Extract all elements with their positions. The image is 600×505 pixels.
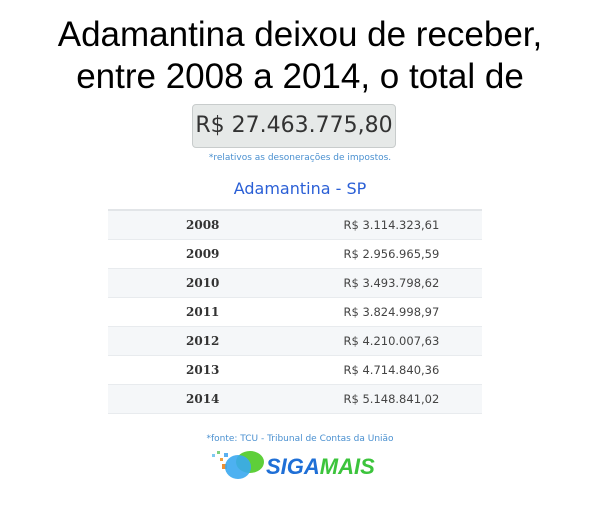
speech-bubbles-icon (212, 451, 264, 479)
year-cell: 2009 (108, 239, 288, 269)
value-cell: R$ 4.714.840,36 (287, 355, 482, 385)
year-cell: 2012 (108, 326, 288, 356)
total-amount: R$ 27.463.775,80 (192, 104, 396, 148)
headline-line-2: entre 2008 a 2014, o total de (76, 57, 524, 96)
table-row: 2012 R$ 4.210.007,63 (108, 326, 482, 356)
headline: Adamantina deixou de receber, entre 2008… (0, 14, 600, 98)
table-row: 2009 R$ 2.956.965,59 (108, 239, 482, 269)
table-row: 2013 R$ 4.714.840,36 (108, 355, 482, 385)
headline-line-1: Adamantina deixou de receber, (57, 15, 543, 54)
table-row: 2011 R$ 3.824.998,97 (108, 297, 482, 327)
value-cell: R$ 3.493.798,62 (287, 268, 482, 298)
year-cell: 2011 (108, 297, 288, 327)
value-cell: R$ 3.824.998,97 (287, 297, 482, 327)
year-cell: 2010 (108, 268, 288, 298)
year-cell: 2014 (108, 384, 288, 414)
table-row: 2010 R$ 3.493.798,62 (108, 268, 482, 298)
value-cell: R$ 5.148.841,02 (287, 384, 482, 414)
value-cell: R$ 2.956.965,59 (287, 239, 482, 269)
table-row: 2014 R$ 5.148.841,02 (108, 384, 482, 414)
yearly-table: 2008 R$ 3.114.323,61 2009 R$ 2.956.965,59 20… (108, 209, 482, 414)
value-cell: R$ 4.210.007,63 (287, 326, 482, 356)
table-row: 2008 R$ 3.114.323,61 (108, 210, 482, 240)
value-cell: R$ 3.114.323,61 (287, 210, 482, 240)
source-note: *fonte: TCU - Tribunal de Contas da Uniã… (206, 434, 394, 444)
year-cell: 2013 (108, 355, 288, 385)
svg-text:SIGAMAIS: SIGAMAIS (266, 454, 375, 479)
year-cell: 2008 (108, 210, 288, 240)
total-note: *relativos as desonerações de impostos. (208, 153, 392, 163)
city-title: Adamantina - SP (233, 179, 367, 198)
sigamais-logo: SIGAMAIS (212, 451, 375, 479)
